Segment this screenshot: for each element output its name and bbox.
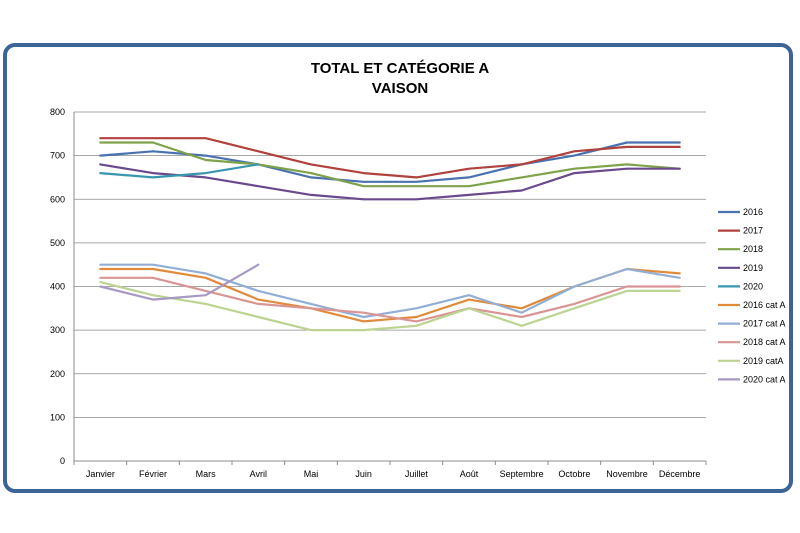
series-line <box>99 263 681 319</box>
series-line <box>99 163 260 179</box>
x-tick-label: Janvier <box>86 469 115 479</box>
series-line <box>99 137 681 179</box>
legend-label: 2020 cat A <box>743 374 786 384</box>
legend-label: 2019 catA <box>743 356 784 366</box>
x-tick-label: Juillet <box>405 469 429 479</box>
series-line <box>99 281 681 332</box>
legend-label: 2018 cat A <box>743 337 786 347</box>
x-tick-label: Février <box>139 469 167 479</box>
legend-label: 2016 cat A <box>743 300 786 310</box>
x-tick-label: Août <box>460 469 479 479</box>
series-line <box>99 163 681 201</box>
series-line <box>99 141 681 188</box>
series-line <box>99 276 681 323</box>
x-tick-label: Juin <box>355 469 372 479</box>
y-tick-label: 500 <box>50 238 65 248</box>
x-tick-label: Décembre <box>659 469 701 479</box>
x-tick-label: Avril <box>250 469 267 479</box>
series-line <box>99 141 681 183</box>
legend-label: 2019 <box>743 263 763 273</box>
y-tick-label: 400 <box>50 282 65 292</box>
chart-subtitle: VAISON <box>372 80 428 97</box>
chart-title: TOTAL ET CATÉGORIE A <box>311 60 490 77</box>
x-tick-label: Mars <box>196 469 216 479</box>
legend-label: 2020 <box>743 281 763 291</box>
y-tick-label: 600 <box>50 194 65 204</box>
series-line <box>99 263 260 301</box>
gridlines <box>74 111 706 418</box>
y-tick-label: 200 <box>50 369 65 379</box>
series-lines <box>99 137 681 332</box>
x-tick-label: Septembre <box>500 469 544 479</box>
axes: 0 100 200 300 400 500 600 700 800 Janvier Février M… <box>50 107 707 479</box>
y-tick-label: 0 <box>60 456 65 466</box>
legend-label: 2017 cat A <box>743 319 786 329</box>
legend-label: 2018 <box>743 244 763 254</box>
legend: 2016 2017 2018 2019 2020 2016 cat A 2017 cat A… <box>718 207 786 384</box>
legend-label: 2016 <box>743 207 763 217</box>
y-tick-label: 700 <box>50 151 65 161</box>
x-tick-label: Octobre <box>558 469 590 479</box>
y-tick-label: 100 <box>50 412 65 422</box>
legend-label: 2017 <box>743 226 763 236</box>
y-tick-label: 300 <box>50 325 65 335</box>
x-tick-label: Mai <box>304 469 319 479</box>
x-tick-label: Novembre <box>606 469 648 479</box>
y-tick-label: 800 <box>50 107 65 117</box>
